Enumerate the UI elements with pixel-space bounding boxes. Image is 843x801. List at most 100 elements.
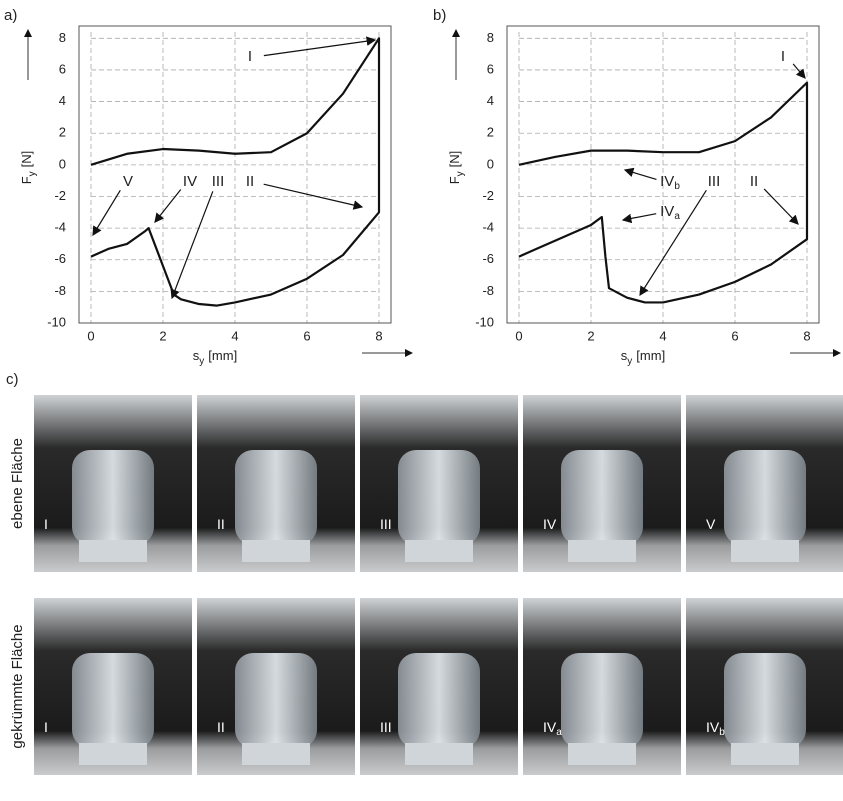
y-tick-label: 4 <box>487 93 494 108</box>
x-tick-label: 8 <box>803 328 810 343</box>
x-tick-label: 6 <box>303 328 310 343</box>
x-axis-label-unit: [mm] <box>636 348 665 363</box>
annotation: IVa <box>660 203 680 222</box>
annotation: V <box>123 173 133 190</box>
y-tick-label: -8 <box>482 283 494 298</box>
y-tick-label: 0 <box>487 156 494 171</box>
y-tick-label: 4 <box>59 93 66 108</box>
y-tick-label: -4 <box>54 220 66 235</box>
annotation-main: IV <box>660 173 674 190</box>
base <box>242 743 310 765</box>
annotation-main: II <box>246 173 254 190</box>
annotation-main: II <box>750 173 758 190</box>
panel-label: a) <box>4 7 17 24</box>
base <box>568 743 636 765</box>
annotation: II <box>750 173 758 190</box>
base <box>731 743 799 765</box>
y-tick-label: 8 <box>59 30 66 45</box>
annotation: IVb <box>660 173 680 192</box>
y-axis-label-main: F <box>447 176 462 184</box>
x-tick-label: 2 <box>587 328 594 343</box>
y-tick-label: -10 <box>475 314 494 329</box>
base <box>405 540 473 562</box>
photo-label-main: I <box>44 719 48 735</box>
annotation-arrow <box>264 184 362 207</box>
photo-label: III <box>380 719 392 735</box>
annotation-arrow <box>264 40 375 56</box>
y-tick-label: 0 <box>59 156 66 171</box>
base <box>242 540 310 562</box>
annotation-main: IV <box>183 173 197 190</box>
panel-label: b) <box>433 7 446 24</box>
specimen <box>72 653 154 748</box>
photo-label: I <box>44 516 48 532</box>
annotation-main: I <box>781 48 785 65</box>
panel-label: c) <box>6 371 19 388</box>
y-axis-label-unit: [N] <box>19 151 34 168</box>
photo-label-main: II <box>217 516 225 532</box>
x-axis-label: sy[mm] <box>621 348 665 366</box>
y-tick-label: 8 <box>487 30 494 45</box>
specimen <box>724 653 806 748</box>
x-tick-label: 0 <box>515 328 522 343</box>
x-tick-label: 0 <box>87 328 94 343</box>
y-tick-label: 6 <box>59 61 66 76</box>
y-tick-label: 6 <box>487 61 494 76</box>
y-axis-label-main: F <box>19 176 34 184</box>
y-axis-label: Fy [N] <box>19 151 37 185</box>
y-tick-label: -4 <box>482 220 494 235</box>
y-axis-label-sub: y <box>27 171 38 176</box>
photo-label-sub: b <box>719 727 725 738</box>
y-tick-label: -6 <box>54 251 66 266</box>
photo-label-sub: a <box>556 727 562 738</box>
annotation-main: III <box>212 173 225 190</box>
x-tick-label: 4 <box>659 328 666 343</box>
x-tick-label: 4 <box>231 328 238 343</box>
specimen <box>235 653 317 748</box>
photo-label-main: IV <box>543 516 557 532</box>
specimen <box>724 450 806 545</box>
annotation-arrow <box>625 170 656 179</box>
x-tick-label: 6 <box>731 328 738 343</box>
annotation-arrow <box>172 191 213 298</box>
annotation: III <box>708 173 721 190</box>
x-axis-label: sy[mm] <box>193 348 237 366</box>
annotation-arrow <box>155 190 181 222</box>
photo-label-main: IV <box>706 719 720 735</box>
photo-label-main: IV <box>543 719 557 735</box>
row-label: gekrümmte Fläche <box>9 624 26 748</box>
x-axis-label-sub: y <box>627 356 632 367</box>
base <box>568 540 636 562</box>
y-tick-label: -2 <box>54 188 66 203</box>
annotation: II <box>246 173 254 190</box>
y-tick-label: 2 <box>487 125 494 140</box>
annotation: IV <box>183 173 197 190</box>
y-tick-label: -10 <box>47 314 66 329</box>
y-tick-label: -6 <box>482 251 494 266</box>
annotation-main: IV <box>660 203 674 220</box>
photo-label: II <box>217 719 225 735</box>
y-axis-label: Fy [N] <box>447 151 465 185</box>
y-axis-label-sub: y <box>455 171 466 176</box>
x-tick-label: 8 <box>375 328 382 343</box>
specimen <box>398 450 480 545</box>
base <box>731 540 799 562</box>
annotation-arrow <box>764 189 798 224</box>
annotation-main: I <box>248 48 252 65</box>
photo-label: II <box>217 516 225 532</box>
annotation-main: V <box>123 173 133 190</box>
y-axis-label-unit: [N] <box>447 151 462 168</box>
y-tick-label: 2 <box>59 125 66 140</box>
specimen <box>398 653 480 748</box>
row-label: ebene Fläche <box>9 438 26 529</box>
annotation: I <box>781 48 785 65</box>
photo-label-main: III <box>380 719 392 735</box>
x-axis-label-unit: [mm] <box>208 348 237 363</box>
specimen <box>72 450 154 545</box>
photo-label: III <box>380 516 392 532</box>
y-tick-label: -8 <box>54 283 66 298</box>
specimen <box>561 653 643 748</box>
base <box>405 743 473 765</box>
annotation-sub: a <box>674 211 680 222</box>
photo-label-main: V <box>706 516 716 532</box>
